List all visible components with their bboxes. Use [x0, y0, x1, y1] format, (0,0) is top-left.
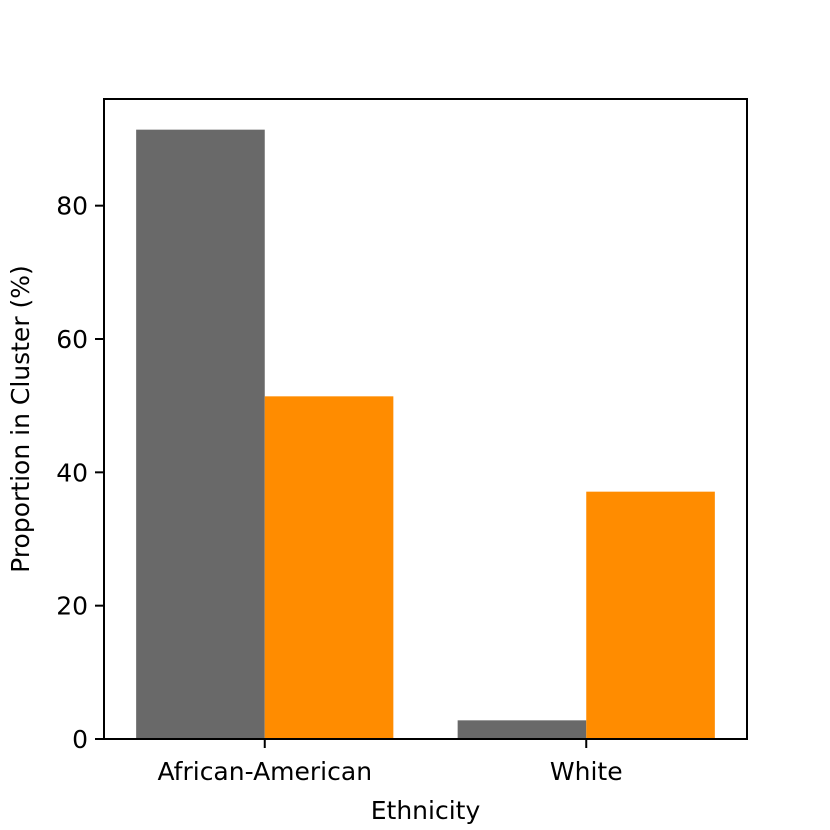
plot-frame: [103, 98, 748, 740]
y-tick-label: 40: [56, 458, 88, 487]
y-tick-label: 20: [56, 592, 88, 621]
x-tick-label: White: [550, 757, 623, 786]
x-axis-label: Ethnicity: [371, 796, 481, 825]
x-tick-label: African-American: [157, 757, 372, 786]
y-tick-label: 60: [56, 325, 88, 354]
y-axis: 0 20 40 60 80: [56, 192, 104, 754]
y-tick-label: 80: [56, 192, 88, 221]
bars-layer: [136, 129, 715, 739]
y-axis-label: Proportion in Cluster (%): [6, 265, 35, 573]
bar-series-2-african-american: [264, 396, 394, 739]
bar-series-1-african-american: [136, 129, 265, 739]
y-tick-label: 0: [72, 725, 88, 754]
bar-series-2-white: [586, 491, 715, 739]
bar-series-1-white: [457, 720, 587, 739]
x-axis: African-American White: [157, 739, 623, 786]
